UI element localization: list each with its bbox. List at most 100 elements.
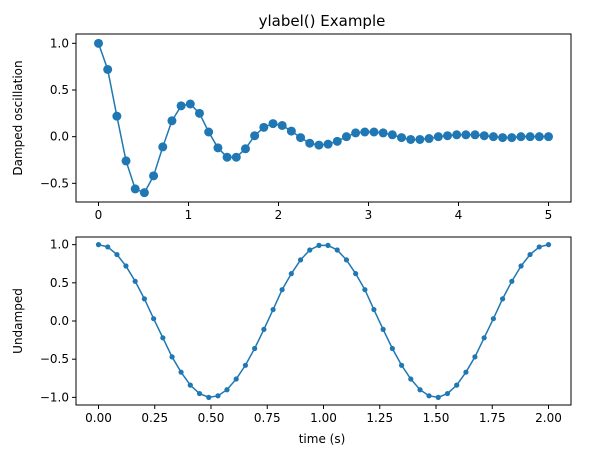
data-point xyxy=(387,130,397,140)
data-point xyxy=(380,326,386,332)
data-point xyxy=(544,132,553,142)
data-point xyxy=(95,242,102,248)
data-point xyxy=(463,369,469,375)
data-point xyxy=(151,316,157,322)
data-point xyxy=(360,127,370,137)
data-point xyxy=(408,376,414,382)
data-point xyxy=(149,171,159,181)
data-point xyxy=(305,138,315,148)
data-point xyxy=(233,376,239,382)
y-tick-label: −0.5 xyxy=(40,352,69,366)
y-tick-label: 0.5 xyxy=(50,276,69,290)
data-point xyxy=(498,133,508,143)
data-point xyxy=(545,242,552,248)
data-point xyxy=(158,142,168,152)
y-tick-label: 0.0 xyxy=(50,314,69,328)
data-point xyxy=(351,128,361,138)
bottom-ticks: 0.00 0.25 0.50 0.75 1.00 1.25 1.50 1.75 2.00 −1.0… xyxy=(40,238,562,425)
data-point xyxy=(94,38,103,48)
data-point xyxy=(206,394,212,400)
data-point xyxy=(500,296,506,302)
data-point xyxy=(139,188,149,198)
data-point xyxy=(415,134,425,144)
data-point xyxy=(470,130,480,140)
data-point xyxy=(534,132,544,142)
data-point xyxy=(481,335,487,341)
data-point xyxy=(433,132,443,142)
bottom-y-axis-label: Undamped xyxy=(11,288,25,354)
y-tick-label: 1.0 xyxy=(50,36,69,50)
data-point xyxy=(536,244,542,250)
data-point xyxy=(213,143,223,153)
x-tick-label: 0.75 xyxy=(254,411,281,425)
data-point xyxy=(123,263,129,269)
data-point xyxy=(252,345,258,352)
data-point xyxy=(454,382,460,388)
data-point xyxy=(178,369,184,375)
data-point xyxy=(194,108,204,118)
data-point xyxy=(224,387,230,393)
data-point xyxy=(461,130,471,140)
data-point xyxy=(314,140,324,150)
data-point xyxy=(169,354,175,360)
x-tick-label: 1.75 xyxy=(479,411,506,425)
data-point xyxy=(130,184,140,194)
data-point xyxy=(479,131,489,141)
x-tick-label: 0 xyxy=(95,208,103,222)
data-point xyxy=(114,251,120,258)
data-point xyxy=(426,393,432,399)
data-point xyxy=(334,247,340,253)
data-point xyxy=(105,244,111,250)
x-tick-label: 1.25 xyxy=(366,411,393,425)
data-point xyxy=(490,316,496,322)
data-point xyxy=(452,130,462,140)
data-point xyxy=(371,306,377,313)
data-point xyxy=(509,278,515,284)
x-tick-label: 1.00 xyxy=(310,411,337,425)
data-point xyxy=(261,326,267,332)
x-tick-label: 1.50 xyxy=(423,411,450,425)
data-point xyxy=(185,99,195,109)
data-point xyxy=(242,362,249,368)
data-point xyxy=(222,152,232,162)
data-point xyxy=(240,144,250,154)
data-point xyxy=(277,120,287,130)
y-tick-label: −0.5 xyxy=(40,176,69,190)
data-point xyxy=(288,271,294,277)
data-point xyxy=(141,296,147,302)
data-point xyxy=(435,394,441,400)
undamped-subplot: 0.00 0.25 0.50 0.75 1.00 1.25 1.50 1.75 2.00 −1.0… xyxy=(11,236,572,446)
data-point xyxy=(343,257,350,263)
data-point xyxy=(362,287,368,293)
data-point xyxy=(341,132,351,142)
data-point xyxy=(488,132,498,142)
data-point xyxy=(121,156,131,166)
top-axes-frame xyxy=(75,33,572,203)
y-tick-label: 1.0 xyxy=(50,238,69,252)
data-point xyxy=(316,242,322,248)
data-point xyxy=(103,64,113,74)
x-tick-label: 3 xyxy=(365,208,373,222)
data-point xyxy=(398,362,405,368)
data-point xyxy=(444,390,451,397)
y-tick-label: 0.0 xyxy=(50,130,69,144)
data-point xyxy=(307,247,313,253)
damped-oscillation-subplot: ylabel() Example 0 1 2 3 4 5 −0.5 0.0 0.5 1.0 Dam… xyxy=(11,12,572,222)
undamped-series xyxy=(95,242,552,400)
data-point xyxy=(112,111,122,121)
data-point xyxy=(525,132,535,142)
data-point xyxy=(507,133,517,143)
data-point xyxy=(516,132,526,142)
x-tick-label: 2 xyxy=(275,208,283,222)
chart-title: ylabel() Example xyxy=(259,12,386,30)
data-point xyxy=(297,257,304,263)
data-point xyxy=(472,354,478,360)
x-tick-label: 0.25 xyxy=(141,411,168,425)
data-point xyxy=(353,271,359,277)
data-point xyxy=(527,251,533,258)
data-point xyxy=(196,390,203,397)
data-point xyxy=(518,263,524,269)
x-axis-label: time (s) xyxy=(299,432,346,446)
data-point xyxy=(215,393,221,399)
